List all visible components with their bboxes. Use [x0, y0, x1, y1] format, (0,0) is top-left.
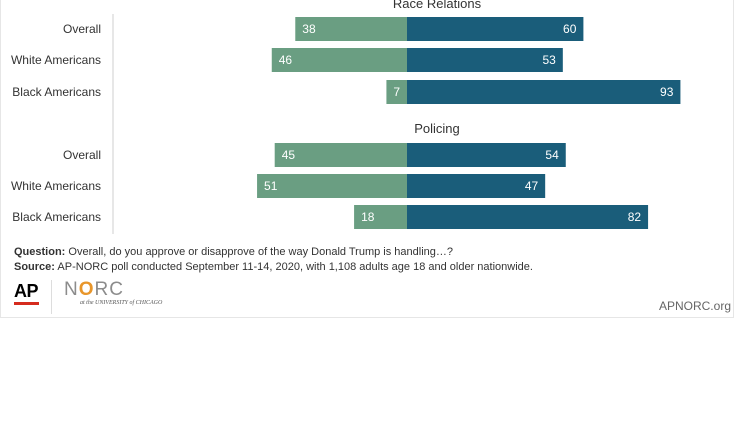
- site-link[interactable]: APNORC.org: [658, 299, 731, 313]
- bar-left: [386, 80, 407, 104]
- bar-right: [407, 143, 566, 167]
- data-label-right: 47: [525, 179, 539, 193]
- bar-left: [295, 17, 407, 41]
- category-label: Black Americans: [12, 210, 101, 224]
- category-label: Overall: [63, 22, 101, 36]
- norc-logo: NORC: [64, 279, 124, 301]
- category-label: Overall: [63, 148, 101, 162]
- category-label: Black Americans: [12, 85, 101, 99]
- data-label-left: 51: [264, 179, 278, 193]
- logo-divider: [51, 280, 52, 314]
- data-label-left: 7: [393, 85, 400, 99]
- category-label: White Americans: [11, 179, 101, 193]
- source-line: Source: AP-NORC poll conducted September…: [14, 260, 533, 275]
- panel-title: Policing: [414, 121, 460, 136]
- panel-title: Race Relations: [393, 0, 482, 11]
- source-label: Source:: [14, 261, 55, 273]
- bar-left: [257, 174, 407, 198]
- bar-left: [354, 205, 407, 229]
- question-label: Question:: [14, 246, 66, 258]
- data-label-left: 46: [279, 53, 293, 67]
- norc-logo-subtitle: at the UNIVERSITY of CHICAGO: [80, 300, 163, 306]
- bar-right: [407, 80, 681, 104]
- diverging-bar-chart: Race Relations Overall 38 60 White Americans…: [11, 0, 681, 234]
- data-label-right: 82: [628, 210, 642, 224]
- data-label-right: 60: [563, 22, 577, 36]
- data-label-left: 45: [282, 148, 296, 162]
- bar-right: [407, 48, 563, 72]
- bar-right: [407, 205, 649, 229]
- category-label: White Americans: [11, 53, 101, 67]
- data-label-left: 18: [361, 210, 375, 224]
- ap-logo: AP: [14, 281, 39, 301]
- bar-left: [274, 143, 407, 167]
- bar-right: [407, 174, 546, 198]
- ap-logo-underline: [14, 302, 39, 305]
- norc-logo-o: O: [78, 279, 95, 300]
- data-label-right: 54: [545, 148, 559, 162]
- data-label-right: 53: [542, 53, 556, 67]
- footnote: Question: Overall, do you approve or dis…: [14, 245, 533, 275]
- norc-logo-rc: RC: [94, 279, 124, 300]
- bar-left: [271, 48, 407, 72]
- data-label-left: 38: [302, 22, 316, 36]
- question-text: Overall, do you approve or disapprove of…: [65, 246, 454, 258]
- question-line: Question: Overall, do you approve or dis…: [14, 245, 533, 260]
- bar-right: [407, 17, 584, 41]
- source-text: AP-NORC poll conducted September 11-14, …: [54, 261, 533, 273]
- norc-logo-n: N: [64, 279, 79, 300]
- data-label-right: 93: [660, 85, 674, 99]
